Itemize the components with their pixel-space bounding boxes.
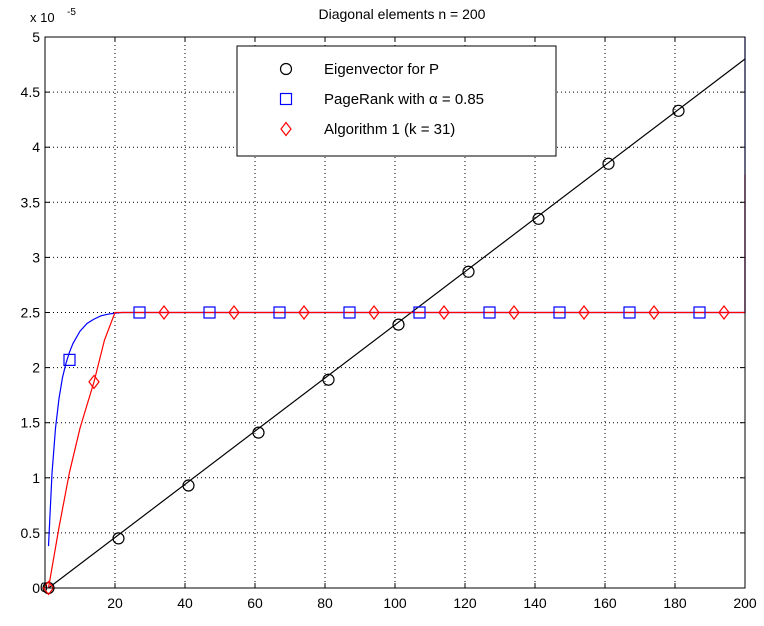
data-point-circle	[392, 318, 405, 331]
data-point-diamond	[298, 305, 310, 320]
series-line	[47, 174, 746, 589]
y-tick-label: 3.5	[21, 194, 41, 210]
data-point-square	[483, 306, 496, 319]
legend-box	[236, 45, 557, 157]
data-point-square	[273, 306, 286, 319]
data-point-square	[133, 306, 146, 319]
legend-label: PageRank with α = 0.85	[324, 91, 484, 108]
y-exponent-label: x 10	[30, 10, 55, 25]
x-tick-label: 80	[317, 595, 333, 611]
data-point-circle	[462, 265, 475, 278]
y-tick-label: 0	[32, 580, 40, 596]
x-tick-label: 180	[663, 595, 687, 611]
y-tick-label: 4	[32, 139, 40, 155]
legend-label: Eigenvector for P	[324, 61, 439, 78]
axes-box	[44, 36, 746, 589]
data-point-diamond	[368, 305, 380, 320]
y-tick-label: 1.5	[21, 415, 41, 431]
data-point-diamond	[438, 305, 450, 320]
y-tick-label: 5	[32, 29, 40, 45]
y-tick-label: 2.5	[21, 305, 41, 321]
legend-label: Algorithm 1 (k = 31)	[324, 121, 455, 138]
data-point-circle	[602, 157, 615, 170]
data-point-circle	[252, 426, 265, 439]
x-tick-label: 140	[523, 595, 547, 611]
y-tick-label: 4.5	[21, 84, 41, 100]
x-tick-label: 100	[383, 595, 407, 611]
data-point-circle	[182, 479, 195, 492]
data-point-circle	[112, 532, 125, 545]
y-exponent-power: -5	[67, 7, 76, 18]
data-point-diamond	[648, 305, 660, 320]
x-tick-label: 20	[107, 595, 123, 611]
data-point-square	[623, 306, 636, 319]
data-point-diamond	[280, 121, 292, 137]
data-point-square	[63, 353, 76, 366]
y-tick-label: 2	[32, 360, 40, 376]
data-point-circle	[532, 212, 545, 225]
x-tick-label: 60	[247, 595, 263, 611]
data-point-diamond	[718, 305, 730, 320]
data-point-circle	[322, 373, 335, 386]
data-point-diamond	[158, 305, 170, 320]
x-tick-label: 160	[593, 595, 617, 611]
plot-area: 20 40 60 80 100 120 140 160 180 200 0 0.5 1 1.5 2 2.5 3 3…	[21, 7, 757, 611]
y-tick-label: 0.5	[21, 525, 41, 541]
data-point-square	[693, 306, 706, 319]
x-tick-label: 40	[177, 595, 193, 611]
data-point-circle	[279, 62, 293, 76]
data-point-diamond	[88, 374, 100, 390]
series-line	[48, 58, 746, 589]
data-point-square	[553, 306, 566, 319]
x-tick-label: 120	[453, 595, 477, 611]
data-point-diamond	[578, 305, 590, 320]
y-tick-label: 3	[32, 249, 40, 265]
y-tick-label: 1	[32, 470, 40, 486]
data-point-diamond	[508, 305, 520, 320]
data-point-square	[413, 306, 426, 319]
data-point-diamond	[228, 305, 240, 320]
data-point-square	[279, 92, 293, 106]
data-point-square	[343, 306, 356, 319]
series-lines-layer	[47, 37, 746, 589]
chart-title: Diagonal elements n = 200	[319, 6, 486, 22]
x-tick-label: 200	[733, 595, 757, 611]
data-point-square	[203, 306, 216, 319]
data-point-circle	[672, 104, 685, 117]
